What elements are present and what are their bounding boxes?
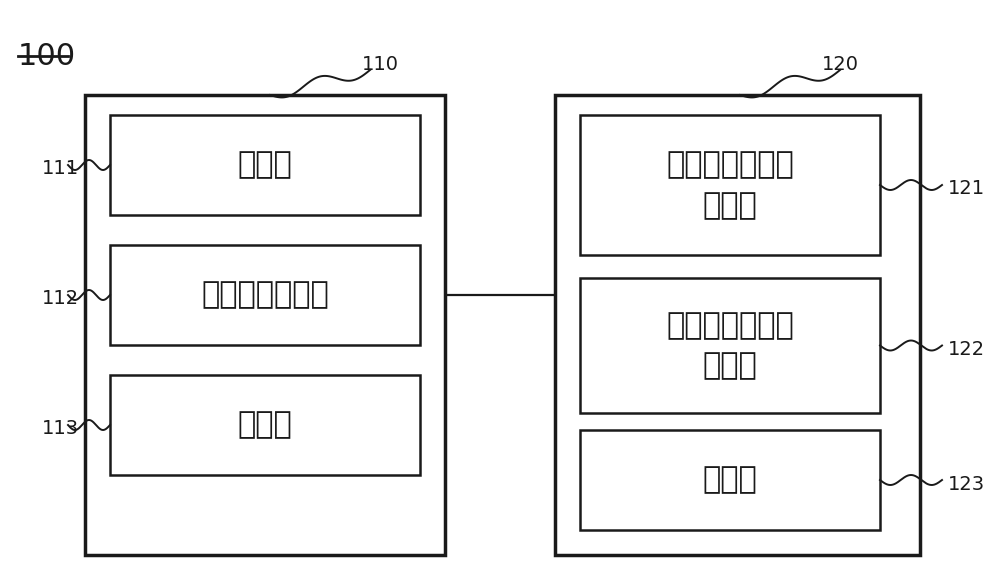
Text: 120: 120 (822, 55, 858, 74)
Text: 基准高度决定部: 基准高度决定部 (201, 280, 329, 309)
Bar (110, 375, 420, 475)
Text: 过滤部: 过滤部 (238, 410, 292, 439)
Text: 三维道路面光栅
生成部: 三维道路面光栅 生成部 (666, 311, 794, 380)
Text: 121: 121 (948, 180, 985, 198)
Bar (555, 95, 920, 555)
Bar (110, 245, 420, 345)
Text: 110: 110 (362, 55, 398, 74)
Text: 111: 111 (42, 160, 79, 179)
Bar (580, 430, 880, 530)
Text: 二维道路面向量
生成部: 二维道路面向量 生成部 (666, 150, 794, 220)
Text: 100: 100 (18, 42, 76, 71)
Text: 获取部: 获取部 (238, 150, 292, 180)
Bar (85, 95, 445, 555)
Bar (580, 115, 880, 255)
Text: 122: 122 (948, 340, 985, 359)
Text: 结合部: 结合部 (703, 465, 757, 495)
Bar (110, 115, 420, 215)
Text: 123: 123 (948, 475, 985, 494)
Bar (580, 278, 880, 413)
Text: 113: 113 (42, 420, 79, 439)
Text: 112: 112 (42, 290, 79, 309)
